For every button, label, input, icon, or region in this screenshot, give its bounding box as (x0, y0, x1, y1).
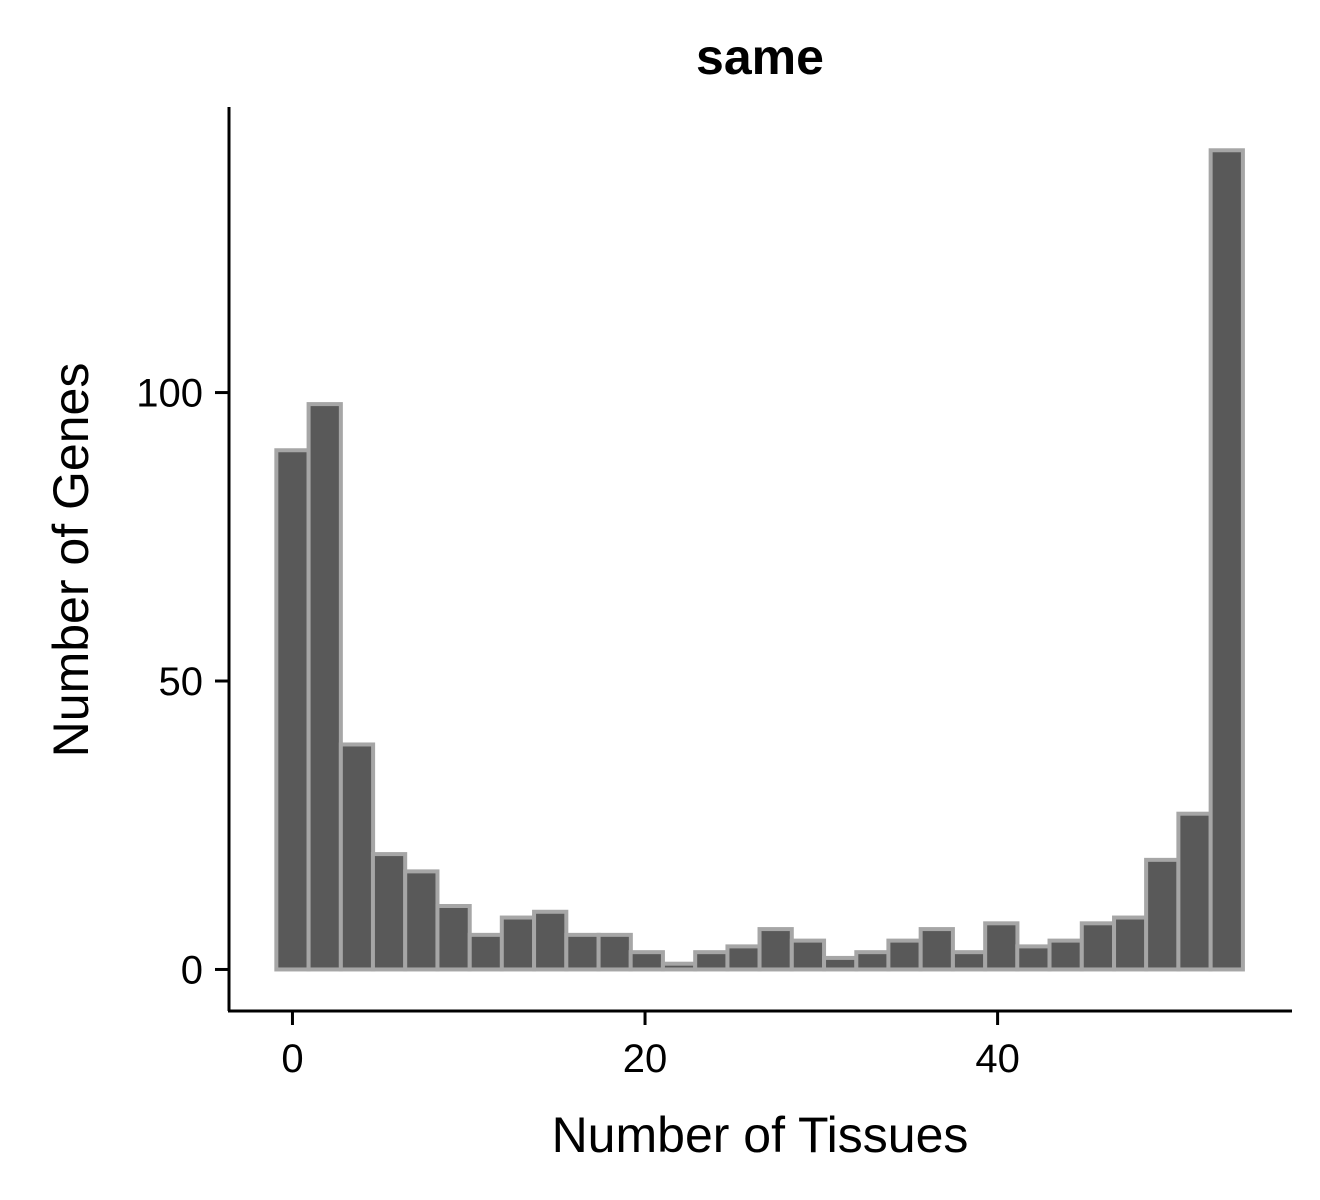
histogram-bar (950, 950, 988, 972)
histogram-bar (983, 921, 1020, 972)
y-axis-title: Number of Genes (43, 363, 99, 758)
chart-title: same (696, 29, 824, 85)
histogram-bar (725, 944, 762, 972)
histogram-bar (306, 402, 343, 972)
x-tick-label: 20 (623, 1037, 668, 1081)
histogram-bar (854, 950, 891, 972)
histogram-bar (757, 927, 794, 972)
histogram-bar (1015, 944, 1052, 972)
histogram-bar (1144, 857, 1181, 972)
histogram-bar (338, 742, 376, 972)
histogram-bar (660, 961, 698, 972)
histogram-bar (1208, 148, 1245, 972)
histogram-bar (467, 932, 504, 972)
histogram-bar (628, 950, 665, 972)
histogram-bar (886, 938, 923, 972)
x-tick-label: 40 (975, 1037, 1020, 1081)
x-axis-title: Number of Tissues (552, 1107, 969, 1163)
histogram-bar (1047, 938, 1084, 972)
histogram-bar (499, 915, 537, 972)
x-tick-label: 0 (281, 1037, 303, 1081)
y-tick-label: 100 (136, 372, 203, 416)
y-tick-label: 50 (159, 660, 204, 704)
histogram-bar (274, 448, 311, 972)
histogram-bar (822, 955, 859, 972)
y-tick-label: 0 (181, 948, 203, 992)
histogram-bar (596, 932, 633, 972)
histogram-bar (564, 932, 601, 972)
histogram-bar (789, 938, 827, 972)
histogram-bar (1079, 921, 1117, 972)
histogram-bar (435, 904, 472, 972)
histogram-bar (918, 927, 955, 972)
histogram-bar (370, 852, 408, 972)
histogram-bar (403, 869, 440, 972)
bars-group (274, 148, 1245, 972)
histogram-bar (1176, 811, 1213, 972)
histogram-bar (693, 950, 730, 972)
histogram-bar (1112, 915, 1149, 972)
x-ticks-group: 0 20 40 (281, 1011, 1020, 1081)
histogram-bar (532, 909, 569, 972)
y-ticks-group: 0 50 100 (136, 372, 229, 992)
